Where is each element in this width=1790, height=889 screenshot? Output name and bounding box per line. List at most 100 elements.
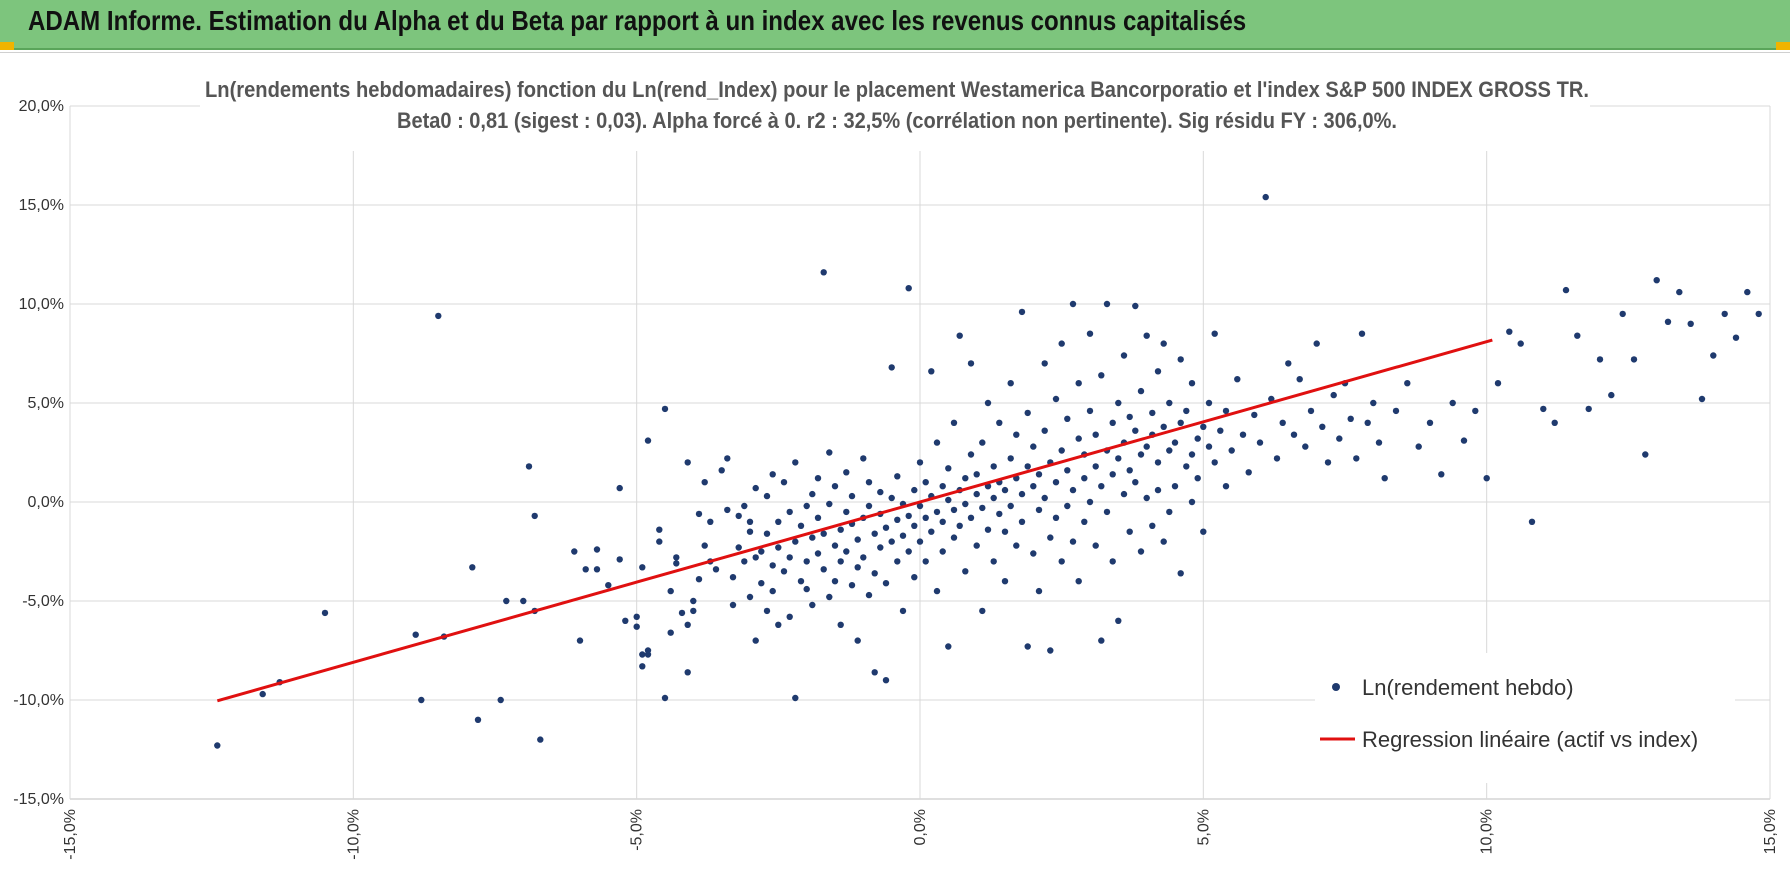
scatter-point	[905, 548, 912, 555]
scatter-point	[1001, 528, 1009, 535]
scatter-chart: -15,0% -10,0% -5,0% 0,0% 5,0% 10,0% 15,0% 20,0%…	[13, 65, 1779, 860]
scatter-point	[1290, 431, 1298, 438]
scatter-point	[656, 526, 663, 533]
scatter-point	[412, 631, 419, 638]
scatter-point	[848, 582, 856, 589]
scatter-point	[1177, 356, 1184, 363]
scatter-point	[724, 506, 731, 514]
scatter-point	[1166, 508, 1173, 516]
scatter-point	[214, 742, 221, 749]
scatter-point	[684, 669, 691, 676]
scatter-point	[1018, 518, 1026, 525]
scatter-point	[1081, 475, 1088, 482]
scatter-point	[933, 508, 941, 516]
scatter-point	[979, 439, 986, 446]
scatter-points	[214, 193, 1762, 749]
scatter-point	[1353, 455, 1360, 462]
scatter-point	[843, 508, 850, 516]
scatter-point	[1154, 368, 1162, 375]
scatter-point	[1755, 310, 1762, 318]
scatter-point	[746, 528, 754, 535]
scatter-point	[1506, 328, 1513, 335]
scatter-point	[775, 621, 782, 628]
scatter-point	[871, 669, 878, 676]
scatter-point	[1166, 447, 1173, 454]
scatter-point	[1619, 310, 1626, 318]
scatter-point	[537, 736, 544, 743]
scatter-point	[1239, 431, 1247, 438]
scatter-point	[1562, 286, 1570, 294]
scatter-point	[1058, 558, 1065, 565]
scatter-point	[1149, 409, 1156, 417]
scatter-point	[667, 629, 674, 636]
axes: -15,0% -10,0% -5,0% 0,0% 5,0% 10,0% 15,0% 20,0%…	[13, 98, 1779, 860]
scatter-point	[1103, 300, 1111, 308]
scatter-point	[622, 617, 629, 624]
scatter-point	[497, 696, 504, 704]
scatter-point	[1143, 494, 1150, 502]
scatter-point	[1137, 387, 1145, 395]
scatter-point	[1574, 332, 1581, 339]
regression-line	[216, 338, 1493, 703]
scatter-point	[1171, 483, 1179, 490]
scatter-point	[571, 548, 578, 555]
scatter-point	[616, 556, 623, 563]
scatter-point	[1018, 490, 1026, 498]
scatter-point	[1098, 637, 1105, 644]
scatter-point	[639, 564, 646, 571]
scatter-point	[967, 360, 975, 367]
scatter-point	[1245, 469, 1252, 476]
scatter-point	[1234, 376, 1241, 383]
scatter-point	[1047, 534, 1054, 541]
scatter-point	[1058, 447, 1065, 454]
scatter-point	[1024, 463, 1031, 470]
x-tick-label: -10,0%	[345, 809, 362, 860]
scatter-point	[945, 496, 952, 504]
scatter-point	[769, 587, 776, 595]
scatter-point	[763, 492, 771, 500]
scatter-point	[1302, 443, 1309, 450]
scatter-point	[1630, 356, 1638, 363]
scatter-point	[831, 542, 839, 549]
scatter-point	[1183, 463, 1190, 470]
scatter-point	[1126, 528, 1133, 535]
legend-marker-scatter	[1332, 683, 1340, 691]
scatter-point	[950, 419, 958, 426]
scatter-point	[956, 332, 963, 339]
scatter-point	[837, 558, 844, 565]
scatter-point	[933, 587, 941, 595]
scatter-point	[729, 601, 737, 609]
scatter-point	[882, 524, 890, 531]
x-tick-label: 15,0%	[1762, 809, 1779, 854]
scatter-point	[990, 463, 997, 470]
scatter-point	[1086, 498, 1094, 506]
scatter-point	[1540, 405, 1547, 413]
scatter-point	[1426, 419, 1434, 426]
scatter-point	[1381, 475, 1388, 482]
scatter-point	[1449, 399, 1456, 407]
scatter-point	[718, 467, 725, 474]
scatter-point	[911, 486, 918, 494]
legend-label-scatter: Ln(rendement hebdo)	[1362, 675, 1574, 700]
scatter-point	[1222, 407, 1230, 415]
scatter-point	[990, 494, 997, 502]
scatter-point	[1336, 435, 1343, 442]
scatter-point	[928, 368, 935, 375]
scatter-point	[911, 574, 918, 581]
scatter-point	[1013, 431, 1020, 438]
scatter-point	[1251, 411, 1258, 419]
scatter-point	[922, 479, 929, 486]
scatter-point	[803, 558, 810, 565]
scatter-point	[916, 459, 924, 466]
scatter-point	[1642, 451, 1649, 458]
scatter-point	[1041, 427, 1048, 434]
scatter-point	[1058, 340, 1065, 347]
scatter-point	[661, 694, 669, 702]
scatter-point	[797, 578, 805, 585]
scatter-point	[1177, 570, 1184, 577]
scatter-point	[1013, 542, 1020, 549]
scatter-point	[899, 607, 907, 615]
scatter-point	[701, 542, 708, 549]
report-header: ADAM Informe. Estimation du Alpha et du …	[0, 0, 1790, 50]
scatter-point	[1064, 415, 1071, 422]
